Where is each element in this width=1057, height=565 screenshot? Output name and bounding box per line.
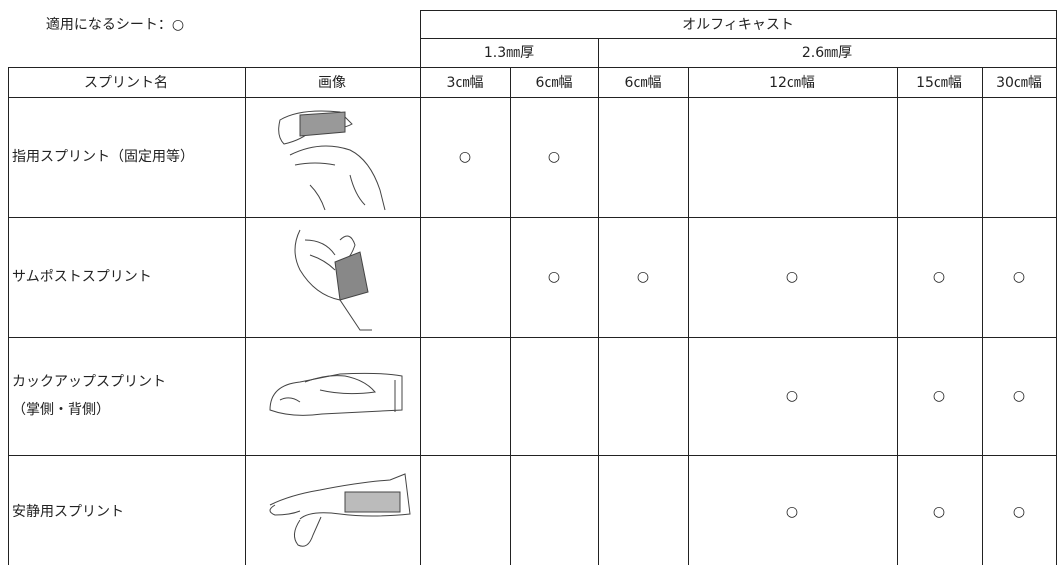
applicable-mark: ○ <box>459 149 471 165</box>
applicable-mark: ○ <box>548 149 560 165</box>
applicable-mark: ○ <box>786 388 798 404</box>
column-header: 6㎝幅 <box>536 75 573 91</box>
column-header: 画像 <box>318 75 346 91</box>
applicable-mark: ○ <box>548 269 560 285</box>
applicable-mark: ○ <box>1013 269 1025 285</box>
applicable-mark: ○ <box>1013 388 1025 404</box>
column-header: 6㎝幅 <box>625 75 662 91</box>
column-header: 30㎝幅 <box>996 75 1042 91</box>
applicable-mark: ○ <box>637 269 649 285</box>
applicable-mark: ○ <box>786 269 798 285</box>
column-header: スプリント名 <box>84 75 168 91</box>
splint-name: （掌側・背側） <box>12 402 110 418</box>
resting-splint-image <box>269 473 411 547</box>
column-header: 15㎝幅 <box>916 75 962 91</box>
thickness-header: 2.6㎜厚 <box>802 45 852 61</box>
table-lines <box>8 10 1057 565</box>
applicable-mark: ○ <box>1013 504 1025 520</box>
applicable-mark: ○ <box>933 504 945 520</box>
splint-name: 安静用スプリント <box>12 504 124 520</box>
finger-splint-image <box>278 110 386 211</box>
group-header: オルフィキャスト <box>682 17 794 33</box>
applicable-mark: ○ <box>786 504 798 520</box>
cockup-splint-image <box>269 372 403 416</box>
sheet-note: 適用になるシート：○ <box>46 16 184 33</box>
thickness-header: 1.3㎜厚 <box>484 45 534 61</box>
splint-name: 指用スプリント（固定用等） <box>12 148 194 165</box>
thumb-post-image <box>294 229 372 331</box>
column-header: 12㎝幅 <box>769 75 815 91</box>
applicable-mark: ○ <box>933 388 945 404</box>
applicable-mark: ○ <box>933 269 945 285</box>
column-header: 3㎝幅 <box>447 75 484 91</box>
splint-name: カックアップスプリント <box>12 374 166 390</box>
splint-name: サムポストスプリント <box>12 269 152 285</box>
